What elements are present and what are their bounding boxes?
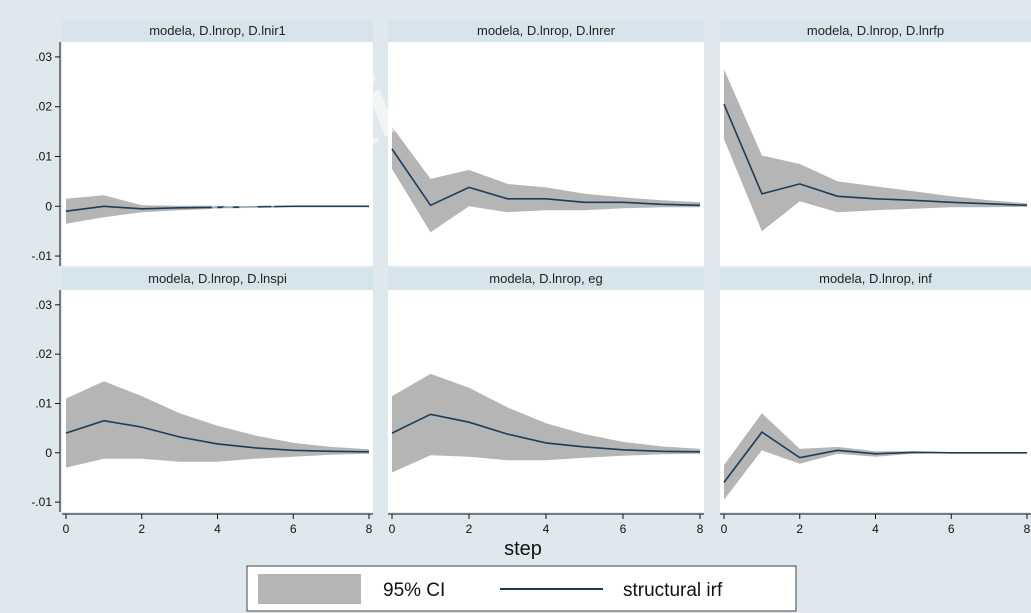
x-tick-label: 2 <box>466 522 473 536</box>
panel-title: modela, D.lnrop, inf <box>819 271 932 286</box>
y-tick-label: .01 <box>35 149 52 163</box>
panel-1: modela, D.lnrop, D.lnir1 <box>62 20 373 266</box>
panel-plot-area <box>388 20 704 266</box>
panel-title: modela, D.lnrop, D.lnspi <box>148 271 287 286</box>
y-tick-label: 0 <box>45 446 52 460</box>
y-tick-label: .01 <box>35 396 52 410</box>
x-tick-label: 6 <box>948 522 955 536</box>
x-tick-label: 4 <box>872 522 879 536</box>
ci-band <box>66 381 369 468</box>
y-tick-label: 0 <box>45 199 52 213</box>
irf-line <box>65 419 370 453</box>
x-tick-label: 8 <box>697 522 704 536</box>
y-tick-label: .03 <box>35 298 52 312</box>
panel-plot-area <box>720 20 1031 266</box>
x-tick-label: 6 <box>620 522 627 536</box>
x-axis-title: step <box>504 538 542 560</box>
panel-title: modela, D.lnrop, D.lnir1 <box>149 23 286 38</box>
legend-swatch-ci <box>258 574 361 604</box>
panel-title-strip <box>388 20 704 42</box>
panel-title: modela, D.lnrop, eg <box>489 271 602 286</box>
y-tick-label: .02 <box>35 100 52 114</box>
ci-band <box>724 69 1027 232</box>
panel-5: modela, D.lnrop, eg <box>388 268 704 512</box>
x-tick-label: 8 <box>1024 522 1031 536</box>
irf-line <box>391 148 701 207</box>
ci-band <box>724 413 1027 500</box>
x-tick-label: 0 <box>63 522 70 536</box>
panel-title-strip <box>62 268 373 290</box>
panel-plot-area <box>720 268 1031 512</box>
panels-group: modela, D.lnrop, D.lnir1 modela, D.lnrop,… <box>62 20 1031 512</box>
y-tick-label: -.01 <box>31 249 52 263</box>
x-tick-label: 0 <box>721 522 728 536</box>
y-tick-label: .02 <box>35 347 52 361</box>
irf-line <box>723 431 1027 483</box>
legend-label-ci: 95% CI <box>383 580 445 601</box>
legend: 95% CI structural irf <box>246 565 797 612</box>
x-tick-label: 8 <box>366 522 373 536</box>
panel-title-strip <box>720 268 1031 290</box>
x-tick-label: 4 <box>214 522 221 536</box>
panel-title-strip <box>720 20 1031 42</box>
panel-title: modela, D.lnrop, D.lnrfp <box>807 23 944 38</box>
x-tick-label: 4 <box>543 522 550 536</box>
irf-line <box>391 413 701 453</box>
panel-title-strip <box>62 20 373 42</box>
ci-band <box>392 126 700 233</box>
panel-title: modela, D.lnrop, D.lnrer <box>477 23 616 38</box>
panel-plot-area <box>62 20 373 266</box>
x-tick-label: 2 <box>796 522 803 536</box>
y-tick-label: .03 <box>35 50 52 64</box>
axes-group: -.01 0 .01 .02 .03 -.01 0 .01 .02 .03 0 2 4 6 8 0 2 4 6 8 0 2… <box>31 42 1031 536</box>
y-tick-label: -.01 <box>31 495 52 509</box>
panel-title-strip <box>388 268 704 290</box>
panel-6: modela, D.lnrop, inf <box>720 268 1031 512</box>
ci-band <box>66 195 369 224</box>
panel-2: modela, D.lnrop, D.lnrer <box>388 20 704 266</box>
ci-band <box>392 373 700 473</box>
x-tick-label: 2 <box>138 522 145 536</box>
panel-3: modela, D.lnrop, D.lnrfp <box>720 20 1031 266</box>
panel-4: modela, D.lnrop, D.lnspi <box>62 268 373 512</box>
irf-line <box>723 103 1028 207</box>
x-tick-label: 6 <box>290 522 297 536</box>
irf-line <box>65 205 369 212</box>
legend-label-irf: structural irf <box>623 580 723 601</box>
x-tick-label: 0 <box>389 522 396 536</box>
